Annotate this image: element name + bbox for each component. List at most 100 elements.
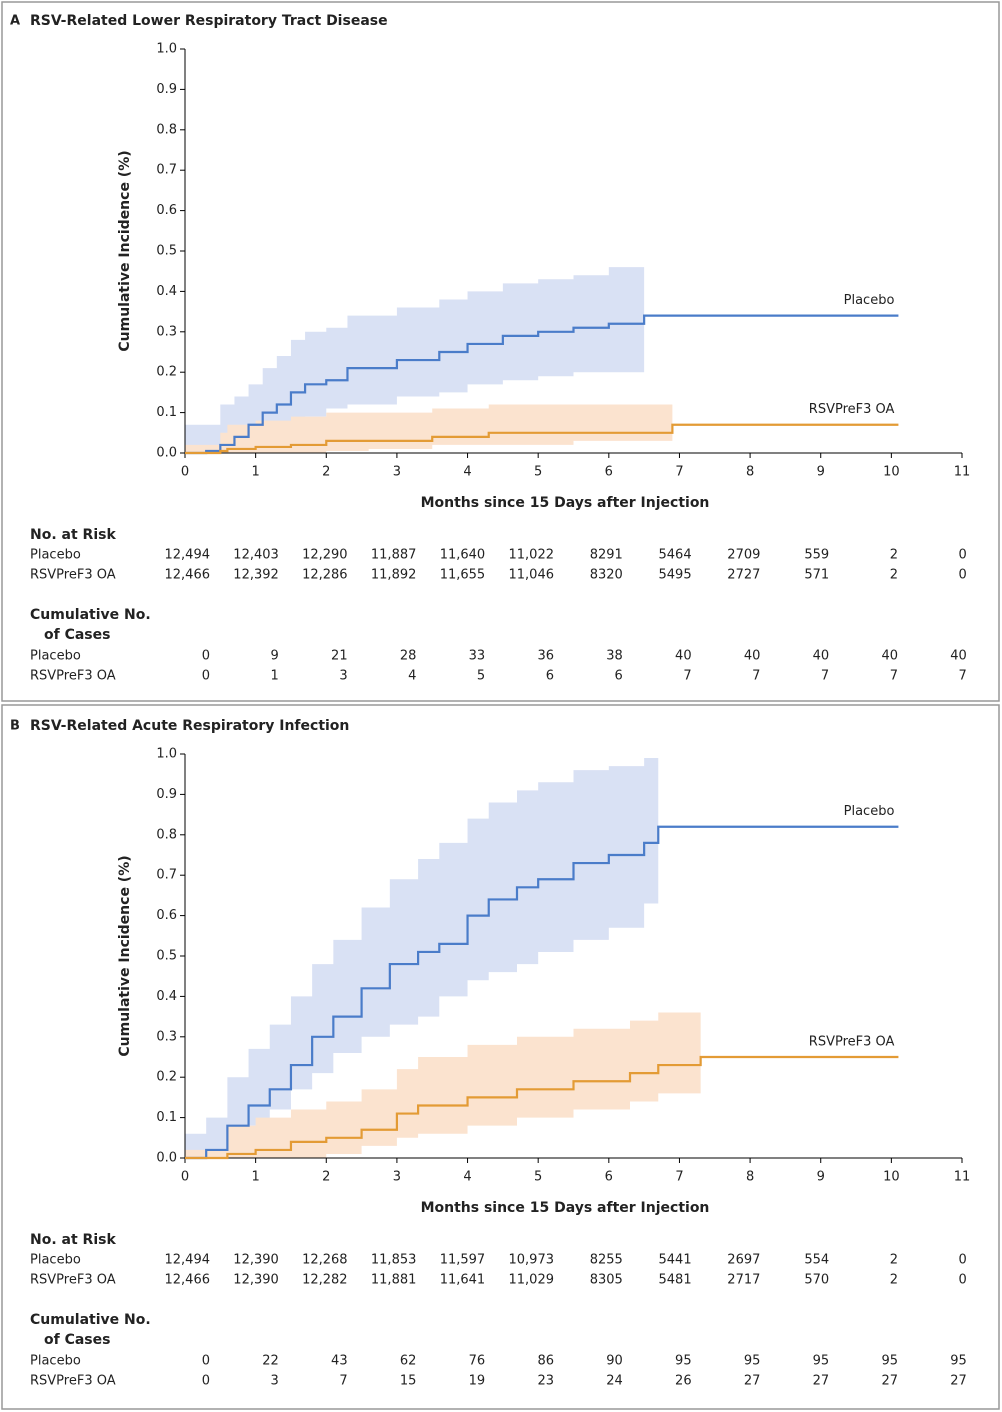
- y-tick-label: 0.6: [156, 908, 177, 923]
- x-tick-label: 10: [883, 465, 900, 480]
- step-line: [185, 423, 899, 455]
- confidence-band: [185, 754, 659, 1158]
- table-cell: 11,640: [440, 548, 486, 563]
- x-tick-label: 5: [534, 1170, 542, 1185]
- table-cell: 95: [744, 1354, 761, 1369]
- y-tick-label: 0.7: [156, 868, 177, 883]
- confidence-band: [185, 1004, 701, 1158]
- table-cell: 12,286: [302, 568, 348, 583]
- x-tick-label: 0: [181, 465, 189, 480]
- table-cell: 6: [546, 669, 554, 684]
- x-tick-label: 6: [605, 1170, 613, 1185]
- table-cell: 570: [804, 1273, 829, 1288]
- table-cell: 11,029: [509, 1273, 555, 1288]
- table-cell: 2697: [727, 1253, 760, 1268]
- table-cell: 15: [400, 1374, 417, 1389]
- table-cell: 95: [881, 1354, 898, 1369]
- table-cell: 11,887: [371, 548, 417, 563]
- table-cell: 5441: [659, 1253, 692, 1268]
- x-tick-label: 10: [883, 1170, 900, 1185]
- table-cell: 26: [675, 1374, 692, 1389]
- table-title: No. at Risk: [30, 527, 116, 543]
- y-tick-label: 0.2: [156, 365, 177, 380]
- confidence-band: [185, 388, 673, 453]
- table-cell: 11,853: [371, 1253, 417, 1268]
- table-cell: 0: [202, 1354, 210, 1369]
- table-cell: 9: [271, 649, 279, 664]
- row-label: RSVPreF3 OA: [30, 1374, 116, 1389]
- table-cell: 7: [752, 669, 760, 684]
- x-tick-label: 6: [605, 465, 613, 480]
- table-cell: 2: [890, 1273, 898, 1288]
- table-cell: 8320: [590, 568, 623, 583]
- table-title: Cumulative No.: [30, 607, 151, 623]
- panel-frame: [1, 704, 1000, 1410]
- x-tick-label: 7: [675, 1170, 683, 1185]
- row-label: RSVPreF3 OA: [30, 568, 116, 583]
- y-tick-label: 0.5: [156, 949, 177, 964]
- x-tick-label: 8: [746, 1170, 754, 1185]
- panel-title: RSV-Related Lower Respiratory Tract Dise…: [30, 13, 388, 29]
- table-cell: 1: [271, 669, 279, 684]
- table-cell: 2717: [727, 1273, 760, 1288]
- x-tick-label: 2: [322, 465, 330, 480]
- y-tick-label: 0.8: [156, 122, 177, 137]
- x-tick-label: 5: [534, 465, 542, 480]
- x-tick-label: 1: [251, 465, 259, 480]
- x-axis-label: Months since 15 Days after Injection: [421, 1200, 710, 1216]
- table-cell: 27: [881, 1374, 898, 1389]
- table-cell: 90: [606, 1354, 623, 1369]
- table-cell: 62: [400, 1354, 417, 1369]
- x-tick-label: 3: [393, 1170, 401, 1185]
- table-cell: 5481: [659, 1273, 692, 1288]
- table-cell: 40: [881, 649, 898, 664]
- x-tick-label: 4: [463, 1170, 471, 1185]
- table-cell: 7: [683, 669, 691, 684]
- y-tick-label: 0.9: [156, 82, 177, 97]
- x-tick-label: 0: [181, 1170, 189, 1185]
- x-tick-label: 8: [746, 465, 754, 480]
- table-cell: 40: [813, 649, 830, 664]
- y-tick-label: 0.0: [156, 1151, 177, 1166]
- table-cell: 5: [477, 669, 485, 684]
- table-cell: 12,268: [302, 1253, 348, 1268]
- table-cell: 6: [615, 669, 623, 684]
- table-cell: 0: [202, 1374, 210, 1389]
- table-cell: 11,881: [371, 1273, 417, 1288]
- table-cell: 8291: [590, 548, 623, 563]
- table-cell: 22: [262, 1354, 279, 1369]
- series-label: RSVPreF3 OA: [809, 1035, 895, 1050]
- y-tick-label: 0.3: [156, 324, 177, 339]
- table-cell: 43: [331, 1354, 348, 1369]
- x-tick-label: 2: [322, 1170, 330, 1185]
- table-cell: 559: [804, 548, 829, 563]
- table-cell: 28: [400, 649, 417, 664]
- table-cell: 7: [890, 669, 898, 684]
- table-cell: 27: [950, 1374, 967, 1389]
- table-cell: 11,655: [440, 568, 486, 583]
- table-cell: 2: [890, 568, 898, 583]
- panel-frame: [1, 1, 1000, 702]
- step-line: [185, 1055, 899, 1160]
- table-cell: 21: [331, 649, 348, 664]
- table-cell: 12,392: [233, 568, 279, 583]
- table-cell: 2: [890, 1253, 898, 1268]
- table-cell: 8305: [590, 1273, 623, 1288]
- series-label: RSVPreF3 OA: [809, 402, 895, 417]
- x-tick-label: 9: [817, 465, 825, 480]
- x-tick-label: 9: [817, 1170, 825, 1185]
- y-tick-label: 0.1: [156, 1110, 177, 1125]
- table-cell: 5495: [659, 568, 692, 583]
- y-tick-label: 0.4: [156, 284, 177, 299]
- table-cell: 12,466: [165, 1273, 211, 1288]
- table-cell: 5464: [659, 548, 692, 563]
- table-cell: 554: [804, 1253, 829, 1268]
- table-cell: 12,494: [165, 548, 211, 563]
- table-cell: 27: [813, 1374, 830, 1389]
- table-cell: 95: [950, 1354, 967, 1369]
- table-cell: 11,597: [440, 1253, 486, 1268]
- table-cell: 8255: [590, 1253, 623, 1268]
- table-cell: 0: [959, 548, 967, 563]
- row-label: Placebo: [30, 649, 81, 664]
